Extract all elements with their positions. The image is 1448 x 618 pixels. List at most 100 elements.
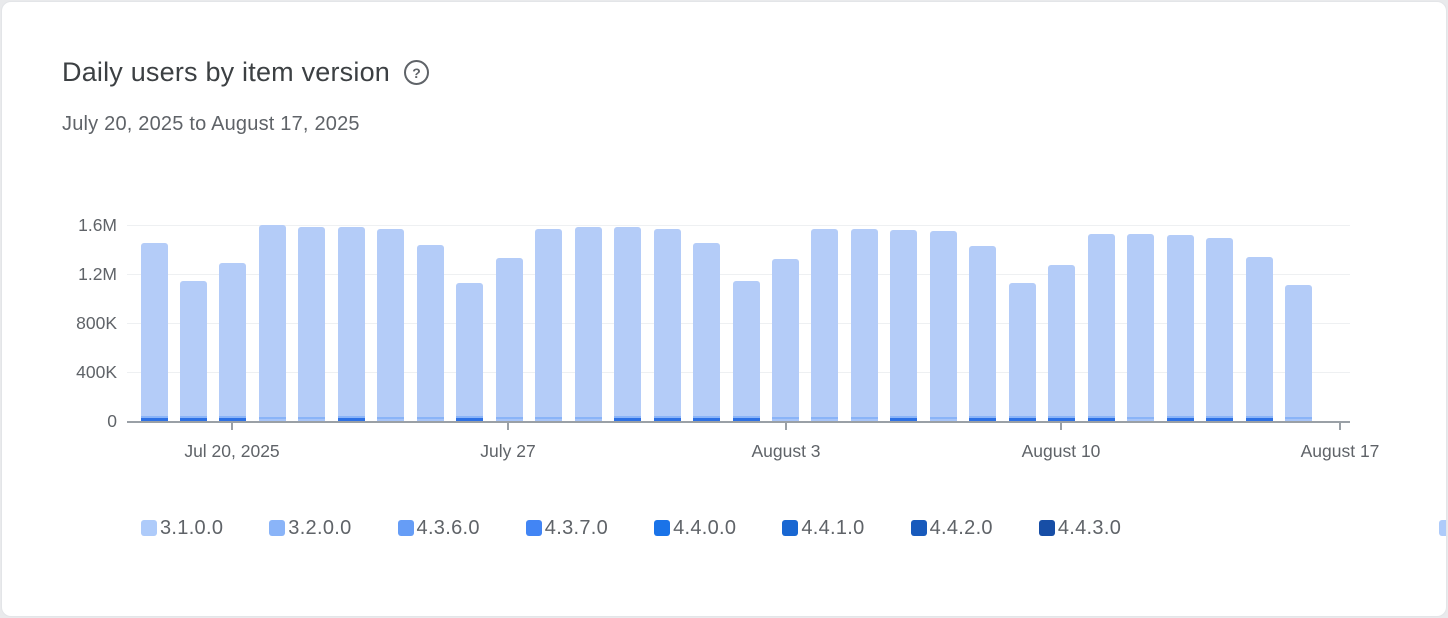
bar-segment-mid [653,416,681,418]
x-axis-tick [507,423,509,430]
bar[interactable] [969,245,997,421]
bar-segment-mid [1285,416,1313,419]
legend-item: 4.4.1.0 [782,517,864,540]
legend-label: 4.4.1.0 [801,516,865,539]
x-axis-line [127,421,1350,423]
bar-segment-body [614,227,642,417]
bar-segment-mid [1048,416,1076,418]
bar-segment-mid [456,416,484,418]
bar[interactable] [377,228,405,421]
bar-segment-accent [1008,417,1036,421]
bar[interactable] [850,228,878,421]
bar-segment-accent [850,418,878,421]
bar-segment-mid [929,416,957,419]
bar-segment-body [1206,238,1234,417]
date-range-subtitle: July 20, 2025 to August 17, 2025 [62,113,360,135]
bar[interactable] [732,281,760,421]
bar[interactable] [258,225,286,421]
legend-label: 4.4.2.0 [929,516,993,539]
bar-segment-mid [1166,416,1194,418]
bar-segment-body [535,228,563,417]
bar[interactable] [1127,233,1155,421]
bar[interactable] [298,227,326,421]
x-axis-tick-label: August 3 [751,441,821,461]
bar-segment-mid [298,416,326,419]
bar[interactable] [693,243,721,421]
bar[interactable] [929,231,957,421]
page-title: Daily users by item version [62,57,391,87]
bar[interactable] [1245,256,1273,421]
bar-segment-body [929,231,957,417]
bar-segment-body [1008,282,1036,417]
legend-item: 4.3.6.0 [397,516,480,540]
bar-segment-body [811,228,839,417]
bar-segment-mid [574,416,602,419]
legend-item: 3.2.0.0 [269,517,351,540]
bar-segment-body [653,228,681,417]
x-axis-tick [231,423,233,430]
bar[interactable] [574,227,602,421]
bar-segment-accent [140,417,168,421]
bar-segment-mid [416,416,444,419]
bar[interactable] [614,227,642,421]
bar-segment-accent [1087,417,1115,421]
legend-label: 4.4.3.0 [1057,516,1122,539]
bar-segment-accent [1285,418,1313,421]
bar-segment-mid [495,416,523,419]
bar-segment-body [1087,233,1115,417]
bar-segment-accent [535,418,563,421]
legend-label: 4.3.6.0 [416,516,480,539]
legend-label: 4.3.7.0 [544,516,609,539]
bar[interactable] [337,227,365,421]
x-axis-tick [785,423,787,430]
legend-label: 4.4.0.0 [673,516,737,539]
bar[interactable] [811,228,839,421]
bar-segment-mid [850,416,878,419]
bar-segment-mid [179,416,207,418]
bar[interactable] [1166,234,1194,421]
bar-segment-body [1048,265,1076,417]
help-icon[interactable]: ? [404,60,430,85]
bar-segment-body [890,229,918,417]
bar-segment-mid [377,416,405,419]
legend-item: 4.3.7.0 [525,516,609,540]
bar-segment-mid [1008,416,1036,418]
bar[interactable] [495,258,523,421]
bar-segment-accent [377,418,405,421]
bar[interactable] [416,244,444,421]
bar[interactable] [890,229,918,421]
legend-swatch [141,520,157,536]
bar[interactable] [1285,285,1313,421]
bar-segment-accent [298,418,326,421]
bar-segment-accent [337,417,365,421]
bar-segment-body [1166,234,1194,417]
bar[interactable] [140,243,168,421]
bar[interactable] [1008,282,1036,421]
bar[interactable] [179,281,207,421]
bar[interactable] [653,228,681,421]
bar[interactable] [1048,265,1076,421]
bar[interactable] [535,228,563,421]
legend-item: 4.4.0.0 [654,517,736,540]
bar[interactable] [1087,233,1115,421]
bar-segment-body [258,225,286,417]
bar[interactable] [219,262,247,421]
bar-segment-accent [1166,417,1194,421]
legend-item: 4.4.2.0 [910,516,993,540]
bar[interactable] [772,259,800,421]
bar-segment-accent [416,418,444,421]
bar-segment-accent [811,418,839,421]
bar[interactable] [456,282,484,421]
x-axis-tick [1339,423,1341,430]
bar-segment-accent [1206,417,1234,421]
bar-segment-accent [929,418,957,421]
bar-segment-accent [653,417,681,421]
y-axis-tick-label: 800K [76,313,117,333]
bar-segment-mid [140,416,168,418]
y-axis-tick-label: 400K [76,362,117,382]
legend-item: 4.4.3.0 [1038,516,1122,540]
grid-line [127,225,1350,226]
bar[interactable] [1206,238,1234,421]
bar-segment-mid [969,416,997,418]
bar-segment-mid [219,416,247,418]
